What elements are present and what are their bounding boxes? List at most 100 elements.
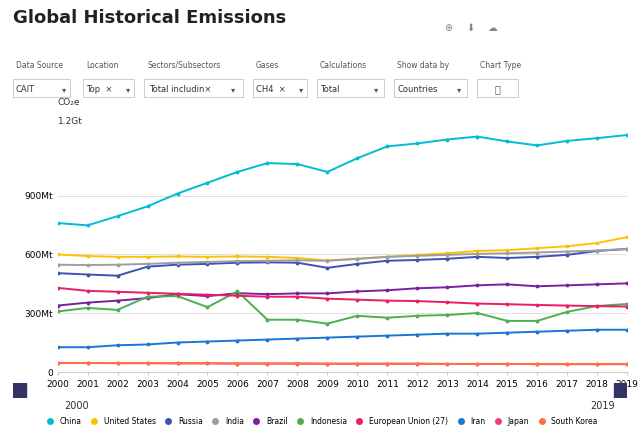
Indonesia (114, 307, 122, 313)
Japan (593, 362, 601, 367)
Indonesia (84, 305, 92, 310)
Iran (114, 343, 122, 348)
Brazil (294, 291, 301, 296)
Brazil (623, 281, 631, 286)
South Korea (474, 361, 481, 366)
Text: Countries: Countries (397, 85, 438, 94)
Iran (294, 336, 301, 341)
South Korea (54, 360, 61, 365)
China (294, 162, 301, 167)
China (563, 138, 571, 143)
Brazil (533, 284, 541, 289)
Russia (144, 264, 152, 269)
Japan (533, 362, 541, 367)
Indonesia (444, 312, 451, 317)
Iran (444, 331, 451, 336)
Russia (413, 257, 421, 262)
South Korea (324, 361, 332, 366)
Text: ⊕: ⊕ (444, 23, 452, 33)
United States (264, 254, 271, 259)
India (114, 262, 122, 267)
Russia (234, 260, 241, 265)
China (504, 139, 511, 144)
Bar (12, 383, 26, 398)
Russia (593, 249, 601, 254)
Japan (324, 361, 332, 366)
Russia (474, 254, 481, 259)
European Union (27) (474, 301, 481, 306)
China (474, 134, 481, 139)
Text: 2000: 2000 (65, 401, 89, 410)
South Korea (533, 362, 541, 367)
United States (623, 235, 631, 240)
Japan (144, 361, 152, 366)
United States (413, 252, 421, 258)
Text: ▾: ▾ (126, 85, 131, 94)
South Korea (353, 361, 361, 366)
India (593, 248, 601, 253)
Text: ▾: ▾ (231, 85, 236, 94)
Text: Top  ×: Top × (86, 85, 112, 94)
United States (533, 246, 541, 251)
Line: China: China (55, 132, 630, 228)
Indonesia (264, 317, 271, 322)
Brazil (593, 282, 601, 287)
China (533, 143, 541, 148)
Indonesia (54, 309, 61, 314)
Brazil (144, 295, 152, 301)
Japan (234, 361, 241, 366)
Text: Chart Type: Chart Type (480, 61, 521, 70)
Text: ❯ Share: ❯ Share (550, 27, 600, 38)
Text: ▾: ▾ (299, 85, 303, 94)
Russia (54, 271, 61, 276)
Brazil (353, 289, 361, 294)
Brazil (234, 291, 241, 296)
China (353, 155, 361, 161)
Brazil (84, 300, 92, 305)
India (444, 252, 451, 258)
Iran (533, 329, 541, 334)
Iran (264, 337, 271, 342)
Iran (474, 331, 481, 336)
China (593, 136, 601, 141)
Japan (413, 361, 421, 366)
Russia (204, 261, 211, 266)
Iran (383, 333, 391, 338)
South Korea (204, 361, 211, 366)
Text: 📈: 📈 (495, 84, 500, 94)
South Korea (413, 361, 421, 366)
European Union (27) (533, 302, 541, 307)
Text: CO₂e: CO₂e (58, 98, 80, 107)
India (413, 253, 421, 259)
India (563, 249, 571, 254)
European Union (27) (173, 291, 181, 296)
United States (593, 240, 601, 246)
South Korea (563, 362, 571, 367)
European Union (27) (444, 300, 451, 305)
European Union (27) (234, 293, 241, 298)
China (173, 191, 181, 196)
Japan (474, 361, 481, 366)
Text: ☁: ☁ (488, 23, 498, 33)
European Union (27) (623, 304, 631, 309)
Brazil (413, 286, 421, 291)
European Union (27) (264, 294, 271, 299)
India (533, 250, 541, 255)
European Union (27) (114, 289, 122, 294)
Iran (504, 330, 511, 335)
European Union (27) (54, 285, 61, 291)
European Union (27) (294, 294, 301, 299)
Text: Sectors/Subsectors: Sectors/Subsectors (147, 61, 221, 70)
South Korea (144, 361, 152, 366)
Russia (294, 260, 301, 265)
Japan (353, 361, 361, 366)
United States (173, 254, 181, 259)
Indonesia (144, 294, 152, 299)
Iran (173, 340, 181, 345)
Japan (563, 362, 571, 367)
United States (234, 254, 241, 259)
Russia (353, 261, 361, 266)
Indonesia (173, 294, 181, 299)
Japan (444, 361, 451, 366)
Text: Calculations: Calculations (320, 61, 367, 70)
